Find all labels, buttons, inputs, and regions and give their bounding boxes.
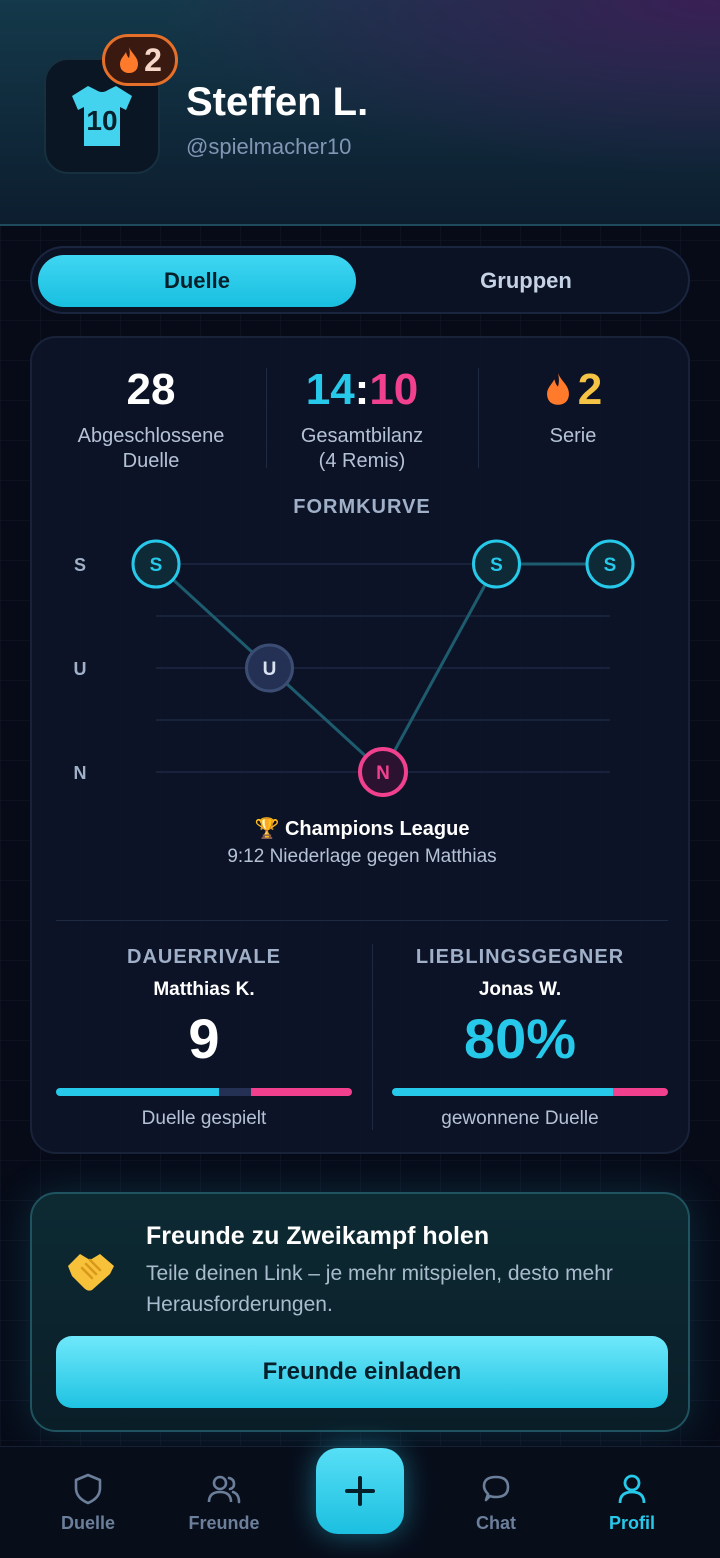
form-point-label: N: [376, 763, 390, 784]
favorite-panel[interactable]: LIEBLINGSGEGNER Jonas W. 80%: [392, 946, 648, 1069]
streak-badge-count: 2: [144, 41, 162, 78]
form-point-s[interactable]: S: [585, 539, 635, 589]
plus-icon: [345, 1476, 375, 1506]
form-point-circle: [245, 643, 294, 693]
form-point-label: S: [604, 555, 617, 576]
rival-footer: Duelle gespielt: [141, 1108, 267, 1129]
rival-bar-draws: [218, 1088, 252, 1096]
stat-divider: [266, 368, 267, 468]
y-axis-label: S: [74, 555, 86, 575]
form-point-u[interactable]: U: [245, 643, 294, 693]
streak-label: Serie: [549, 425, 597, 447]
selected-match-detail: 9:12 Niederlage gegen Matthias: [227, 846, 497, 867]
jersey-icon: 10: [72, 86, 132, 146]
jersey-number: 10: [86, 105, 117, 136]
invite-friends-button[interactable]: Freunde einladen: [56, 1336, 668, 1408]
form-point-n[interactable]: N: [358, 747, 408, 797]
nav-item-chat[interactable]: Chat: [436, 1473, 556, 1534]
user-icon: [618, 1474, 646, 1504]
flame-icon: [120, 47, 139, 73]
user-name: Steffen L.: [186, 80, 369, 124]
form-point-label: U: [263, 659, 277, 680]
stats-card: 28 Abgeschlossene Duelle 14:10 Gesamtbila…: [30, 336, 690, 1154]
chat-icon: [482, 1475, 510, 1502]
favorite-bar-wins: [392, 1088, 613, 1096]
streak-badge: 2: [102, 34, 178, 86]
rival-progress-bar: [56, 1088, 352, 1096]
tab-bar: Duelle Gruppen: [30, 246, 690, 314]
users-icon: [207, 1475, 241, 1504]
form-point-circle: [585, 539, 635, 589]
stat-balance: 14:10 Gesamtbilanz (4 Remis): [257, 368, 467, 474]
streak-value: 2: [468, 368, 678, 412]
flame-icon: [546, 373, 569, 405]
favorite-bar-rest: [612, 1088, 668, 1096]
favorite-name: Jonas W.: [478, 979, 562, 1000]
rival-bar-losses: [251, 1088, 352, 1096]
invite-card: Freunde zu Zweikampf holen Teile deinen …: [30, 1192, 690, 1432]
form-point-circle: [358, 747, 408, 797]
section-divider: [56, 920, 668, 921]
form-curve-title: FORMKURVE: [293, 496, 431, 518]
profile-header: 10 2 Steffen L. @spielmacher10: [0, 0, 720, 226]
selected-match-title: 🏆 Champions League: [254, 818, 470, 840]
form-point-s[interactable]: S: [472, 539, 521, 589]
rival-caption: DAUERRIVALE: [127, 946, 281, 968]
y-axis-label: N: [74, 763, 87, 783]
rival-panel[interactable]: DAUERRIVALE Matthias K. 9: [56, 946, 352, 1069]
balance-losses: 10: [369, 365, 419, 414]
nav-item-freunde[interactable]: Freunde: [164, 1473, 284, 1534]
form-curve-chart: S U N S U N S S: [74, 539, 635, 797]
form-point-label: S: [490, 555, 503, 576]
section-divider: [372, 944, 373, 1130]
nav-item-duelle[interactable]: Duelle: [28, 1473, 148, 1534]
form-point-s[interactable]: S: [131, 539, 181, 589]
form-point-circle: [131, 539, 181, 589]
rival-bar-wins: [56, 1088, 219, 1096]
favorite-caption: LIEBLINGSGEGNER: [415, 946, 625, 968]
trophy-icon: 🏆: [254, 818, 280, 840]
nav-item-profil[interactable]: Profil: [572, 1473, 692, 1534]
new-duel-button[interactable]: [316, 1448, 404, 1534]
balance-label: Gesamtbilanz (4 Remis): [300, 425, 424, 472]
balance-separator: :: [354, 365, 370, 414]
stat-streak: 2 Serie: [468, 368, 678, 449]
invite-text: Teile deinen Link – je mehr mitspielen, …: [146, 1262, 613, 1316]
favorite-value: 80%: [463, 1007, 577, 1070]
completed-label: Abgeschlossene Duelle: [77, 425, 225, 472]
tab-duelle[interactable]: Duelle: [38, 255, 356, 307]
balance-wins: 14: [305, 365, 355, 414]
handshake-icon: [68, 1254, 114, 1291]
rival-value: 9: [188, 1007, 220, 1070]
form-point-label: S: [150, 555, 163, 576]
shield-icon: [74, 1473, 102, 1505]
form-point-circle: [472, 539, 521, 589]
favorite-progress-bar: [392, 1088, 668, 1096]
rival-name: Matthias K.: [153, 979, 255, 1000]
stat-divider: [478, 368, 479, 468]
favorite-footer: gewonnene Duelle: [441, 1108, 599, 1129]
completed-value: 28: [126, 365, 176, 414]
y-axis-label: U: [74, 659, 87, 679]
tab-gruppen[interactable]: Gruppen: [480, 268, 572, 293]
balance-value: 14:10: [257, 368, 467, 412]
user-handle: @spielmacher10: [186, 134, 352, 159]
invite-title: Freunde zu Zweikampf holen: [146, 1222, 490, 1250]
stat-completed: 28 Abgeschlossene Duelle: [46, 368, 256, 474]
